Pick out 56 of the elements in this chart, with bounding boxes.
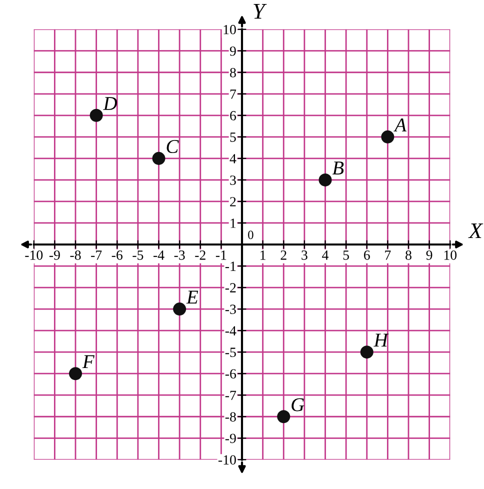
- point: [381, 130, 394, 144]
- x-tick-label: 9: [426, 250, 432, 260]
- y-tick-label: -10: [218, 455, 236, 465]
- y-tick-label: 8: [230, 68, 236, 78]
- y-tick-label: -7: [225, 390, 236, 400]
- x-tick-label: 1: [260, 250, 266, 260]
- x-tick-label: -5: [132, 250, 144, 260]
- y-axis-title: Y: [254, 4, 267, 19]
- point: [152, 152, 166, 165]
- annotation: C: [166, 140, 179, 154]
- x-tick-label: -1: [216, 250, 226, 260]
- annotation: F: [82, 355, 94, 368]
- y-tick-label: -9: [225, 434, 236, 444]
- x-tick-label: 5: [343, 250, 349, 260]
- y-tick-label: 9: [230, 46, 236, 56]
- x-tick-label: 10: [444, 250, 457, 260]
- y-tick-label: 2: [230, 197, 236, 206]
- x-tick-label: -9: [49, 250, 60, 260]
- x-tick-label: -6: [112, 250, 122, 260]
- y-tick-label: -1: [225, 262, 236, 271]
- x-axis-title: X: [468, 223, 484, 238]
- point: [173, 302, 186, 316]
- x-tick-label: 6: [364, 250, 370, 260]
- x-tick-label: -3: [174, 250, 185, 260]
- x-tick-label: 8: [406, 250, 412, 260]
- y-tick-label: 1: [230, 218, 236, 228]
- point: [277, 410, 290, 424]
- y-tick-label: 5: [230, 132, 236, 142]
- x-tick-label: -4: [153, 250, 164, 260]
- y-tick-label: 4: [230, 154, 236, 164]
- y-tick-label: 6: [230, 111, 236, 120]
- x-tick-label: 7: [385, 250, 391, 260]
- y-tick-label: 7: [230, 90, 236, 99]
- annotation: B: [332, 162, 344, 174]
- y-tick-label: 10: [224, 24, 236, 34]
- annotation: A: [394, 118, 407, 132]
- y-tick-label: 3: [230, 176, 236, 185]
- point: [318, 173, 332, 186]
- y-tick-label: -5: [225, 348, 236, 358]
- y-tick-label: -8: [225, 412, 236, 422]
- y-tick-label: -6: [225, 369, 236, 379]
- y-tick-label: -3: [225, 304, 236, 314]
- x-tick-label: -2: [195, 250, 206, 260]
- point: [90, 108, 103, 122]
- x-tick-label: 3: [302, 250, 308, 260]
- x-tick-label: -7: [91, 250, 102, 260]
- x-tick-label: -8: [70, 250, 81, 260]
- y-tick-label: -4: [225, 326, 236, 336]
- annotation: E: [186, 290, 198, 304]
- x-tick-label: 4: [322, 250, 329, 260]
- x-tick-label: -10: [25, 250, 43, 260]
- annotation: 0: [248, 230, 254, 240]
- point: [360, 346, 374, 359]
- y-tick-label: -2: [225, 283, 236, 292]
- x-tick-label: 2: [280, 250, 286, 260]
- point: [69, 367, 82, 380]
